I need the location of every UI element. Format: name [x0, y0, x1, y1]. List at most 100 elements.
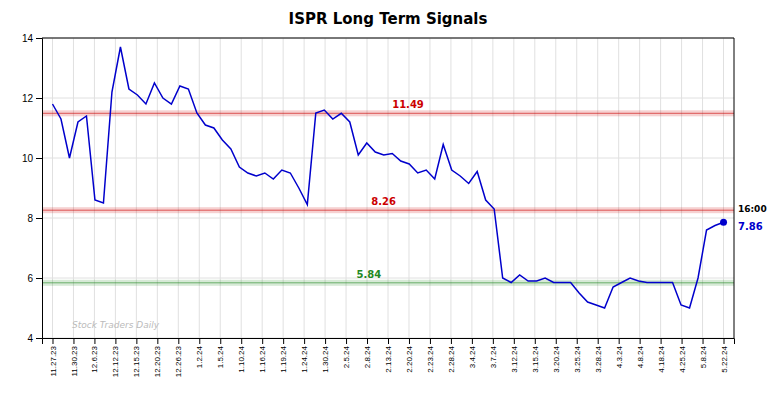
x-tick-label: 11.30.23 [70, 345, 79, 376]
x-tick-label: 11.27.23 [49, 345, 58, 376]
grid-line-x [52, 38, 53, 338]
x-tick-mark [661, 338, 662, 344]
grid-line-x [723, 38, 724, 338]
grid-line-x [429, 38, 430, 338]
x-tick: 3.25.24 [573, 338, 582, 373]
y-tick-mark [36, 38, 42, 39]
x-tick-mark [451, 338, 452, 344]
end-point [720, 219, 727, 226]
band-line [42, 113, 734, 114]
x-tick-label: 12.12.23 [111, 345, 120, 377]
band-label: 5.84 [357, 269, 382, 280]
x-tick-mark [304, 338, 305, 344]
x-tick-label: 1.30.24 [321, 345, 330, 372]
x-tick-mark [556, 338, 557, 344]
x-tick: 11.27.23 [49, 338, 58, 377]
grid-line-x [241, 38, 242, 338]
x-tick-label: 12.20.23 [153, 345, 162, 377]
band-line [42, 282, 734, 283]
x-tick-label: 1.5.24 [216, 345, 225, 368]
x-tick: 2.8.24 [363, 338, 372, 368]
x-tick-mark [199, 338, 200, 344]
grid-line-x [220, 38, 221, 338]
grid-line-x [346, 38, 347, 338]
grid-line-x [534, 38, 535, 338]
frame-top [42, 38, 734, 39]
x-tick-label: 2.13.24 [384, 345, 393, 372]
x-tick-label: 3.12.24 [510, 345, 519, 372]
y-tick: 14 [22, 33, 42, 44]
x-tick: 12.26.23 [174, 338, 183, 377]
x-tick: 3.28.24 [594, 338, 603, 373]
y-tick-label: 6 [27, 273, 33, 284]
x-tick: 1.19.24 [279, 338, 288, 373]
x-tick-mark [241, 338, 242, 344]
y-tick-mark [36, 98, 42, 99]
x-tick-label: 3.20.24 [552, 345, 561, 372]
x-tick-mark [262, 338, 263, 344]
x-tick: 3.7.24 [489, 338, 498, 368]
x-tick-mark [640, 338, 641, 344]
y-tick: 6 [27, 273, 42, 284]
x-tick-label: 4.3.24 [615, 345, 624, 368]
x-tick-mark [73, 338, 74, 344]
x-tick-label: 3.15.24 [531, 345, 540, 372]
grid-line-x [450, 38, 451, 338]
y-tick-mark [36, 338, 42, 339]
x-tick-label: 5.22.24 [720, 345, 729, 372]
x-tick: 12.20.23 [153, 338, 162, 377]
x-tick-label: 1.19.24 [279, 345, 288, 372]
y-tick-mark [36, 278, 42, 279]
band [42, 280, 734, 286]
plot: Stock Traders Daily46810121411.27.2311.3… [22, 33, 767, 377]
x-tick-label: 4.18.24 [657, 345, 666, 372]
x-tick: 1.16.24 [258, 338, 267, 373]
x-tick-label: 5.8.24 [699, 345, 708, 368]
x-tick-mark [577, 338, 578, 344]
x-tick: 5.8.24 [699, 338, 708, 368]
x-tick-label: 2.8.24 [363, 345, 372, 368]
grid-line-x [157, 38, 158, 338]
x-tick-mark [115, 338, 116, 344]
x-tick: 1.24.24 [300, 338, 309, 373]
grid-line-x [136, 38, 137, 338]
x-tick-mark [367, 338, 368, 344]
x-axis: 11.27.2311.30.2312.6.2312.12.2312.15.231… [43, 338, 735, 377]
x-tick-label: 12.26.23 [174, 345, 183, 377]
x-tick-mark [619, 338, 620, 344]
x-tick-mark [220, 338, 221, 344]
grid-line-x [388, 38, 389, 338]
grid-line-x [702, 38, 703, 338]
grid-line-x [555, 38, 556, 338]
data [42, 47, 734, 308]
chart: Stock Traders Daily46810121411.27.2311.3… [0, 0, 784, 398]
x-tick-label: 4.8.24 [636, 345, 645, 368]
x-tick-mark [325, 338, 326, 344]
grid-line-x [618, 38, 619, 338]
x-tick: 2.28.24 [447, 338, 456, 373]
y-tick: 4 [27, 333, 42, 344]
x-tick-mark [52, 338, 53, 344]
y-tick-label: 10 [22, 153, 34, 164]
x-tick-mark [493, 338, 494, 344]
x-tick-label: 12.6.23 [90, 345, 99, 372]
line [52, 47, 723, 308]
x-tick-label: 1.24.24 [300, 345, 309, 372]
y-axis: 468101214 [22, 33, 43, 344]
y-tick: 10 [22, 153, 42, 164]
grid-line-x [367, 38, 368, 338]
x-tick-mark [430, 338, 431, 344]
y-tick-label: 12 [22, 93, 34, 104]
x-tick-label: 3.25.24 [573, 345, 582, 372]
x-tick: 1.5.24 [216, 338, 225, 368]
end-value: 7.86 [738, 221, 763, 232]
grid-line-x [492, 38, 493, 338]
x-tick-mark [178, 338, 179, 344]
x-tick: 2.5.24 [342, 338, 351, 368]
x-tick-label: 1.10.24 [237, 345, 246, 372]
y-tick-mark [36, 218, 42, 219]
y-tick-label: 14 [22, 33, 34, 44]
band [42, 110, 734, 116]
x-tick-mark [514, 338, 515, 344]
grid-line-x [283, 38, 284, 338]
